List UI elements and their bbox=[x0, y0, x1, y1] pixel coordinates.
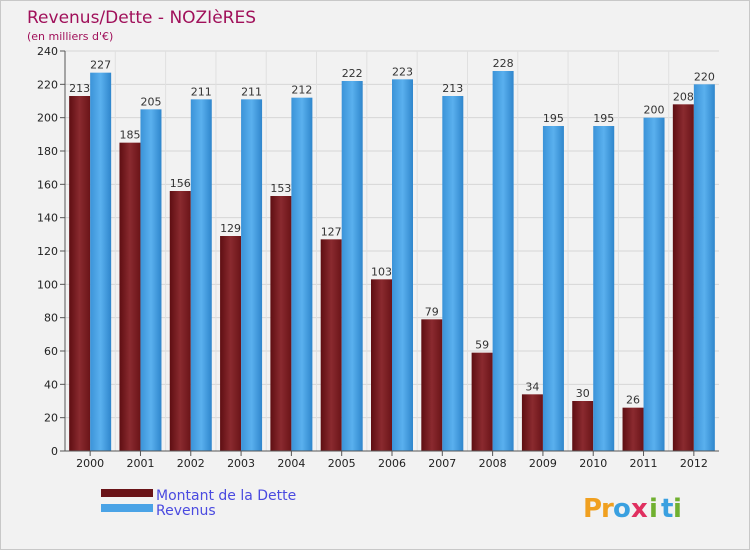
bar-debt bbox=[371, 279, 392, 451]
y-tick-label: 120 bbox=[37, 245, 58, 258]
bars bbox=[69, 71, 715, 452]
x-tick-label: 2004 bbox=[277, 457, 305, 470]
bar-revenus bbox=[140, 109, 162, 451]
y-tick-label: 180 bbox=[37, 145, 58, 158]
legend-swatch-revenus bbox=[101, 504, 153, 512]
axes: 0 20 40 60 80 100 120 140 160 180 200 220 240 2000 200… bbox=[37, 45, 719, 470]
data-label-debt: 156 bbox=[170, 177, 191, 190]
data-label-debt: 34 bbox=[525, 380, 539, 393]
legend: Montant de la Dette Revenus bbox=[101, 488, 296, 519]
y-tick-label: 0 bbox=[51, 445, 58, 458]
x-tick-label: 2009 bbox=[529, 457, 557, 470]
logo-letter: P bbox=[583, 494, 602, 524]
x-tick-label: 2005 bbox=[328, 457, 356, 470]
bar-debt bbox=[572, 401, 594, 451]
data-label-revenus: 212 bbox=[291, 84, 312, 97]
data-label-revenus: 228 bbox=[493, 57, 514, 70]
x-tick-label: 2011 bbox=[630, 457, 658, 470]
y-tick-label: 20 bbox=[44, 412, 58, 425]
y-tick-label: 200 bbox=[37, 112, 58, 125]
data-label-debt: 30 bbox=[576, 387, 590, 400]
y-tick-label: 140 bbox=[37, 212, 58, 225]
bar-revenus bbox=[341, 81, 363, 451]
bar-debt bbox=[69, 96, 91, 451]
data-label-revenus: 223 bbox=[392, 65, 413, 78]
x-tick-label: 2002 bbox=[177, 457, 205, 470]
data-label-debt: 153 bbox=[270, 182, 291, 195]
data-label-debt: 79 bbox=[425, 305, 439, 318]
x-tick-label: 2012 bbox=[680, 457, 708, 470]
bar-revenus bbox=[241, 99, 263, 451]
x-tick-label: 2006 bbox=[378, 457, 406, 470]
data-label-debt: 59 bbox=[475, 339, 489, 352]
data-label-debt: 185 bbox=[119, 129, 140, 142]
legend-label-revenus: Revenus bbox=[156, 503, 216, 519]
data-label-revenus: 222 bbox=[342, 67, 363, 80]
data-label-revenus: 195 bbox=[593, 112, 614, 125]
bar-revenus bbox=[190, 99, 212, 451]
chart-title: Revenus/Dette - NOZIèRES bbox=[27, 8, 256, 28]
bar-debt bbox=[672, 104, 694, 451]
legend-swatch-debt bbox=[101, 489, 153, 497]
data-label-revenus: 200 bbox=[644, 104, 665, 117]
bar-debt bbox=[421, 319, 443, 451]
y-tick-label: 60 bbox=[44, 345, 58, 358]
bar-debt bbox=[622, 407, 644, 451]
data-label-revenus: 213 bbox=[442, 82, 463, 95]
logo-letter: r bbox=[601, 494, 614, 524]
y-tick-label: 80 bbox=[44, 312, 58, 325]
bar-debt bbox=[119, 142, 141, 451]
bar-debt bbox=[220, 236, 242, 451]
bar-debt bbox=[320, 239, 342, 451]
logo-letter: i bbox=[673, 494, 682, 524]
x-tick-label: 2010 bbox=[579, 457, 607, 470]
bar-revenus bbox=[291, 97, 313, 452]
proxiti-logo: Pr o x i t i bbox=[583, 494, 682, 524]
bar-debt bbox=[521, 394, 543, 451]
data-label-revenus: 195 bbox=[543, 112, 564, 125]
y-tick-label: 160 bbox=[37, 178, 58, 191]
bar-revenus bbox=[643, 117, 665, 452]
data-label-revenus: 211 bbox=[191, 85, 212, 98]
data-label-revenus: 220 bbox=[694, 70, 715, 83]
x-tick-label: 2007 bbox=[428, 457, 456, 470]
data-label-debt: 127 bbox=[321, 225, 342, 238]
bar-revenus bbox=[90, 72, 112, 452]
bar-revenus bbox=[492, 71, 514, 451]
data-label-debt: 103 bbox=[371, 265, 392, 278]
data-label-revenus: 205 bbox=[140, 95, 161, 108]
data-label-debt: 26 bbox=[626, 394, 640, 407]
logo-letter: t bbox=[661, 494, 673, 524]
bar-revenus bbox=[442, 96, 464, 451]
logo-letter: x bbox=[631, 494, 648, 524]
x-tick-label: 2008 bbox=[479, 457, 507, 470]
bar-revenus bbox=[392, 79, 413, 451]
x-tick-label: 2001 bbox=[126, 457, 154, 470]
bar-debt bbox=[270, 196, 292, 451]
bar-revenus bbox=[593, 126, 615, 451]
logo-letter: i bbox=[649, 494, 658, 524]
y-tick-label: 100 bbox=[37, 278, 58, 291]
data-label-revenus: 211 bbox=[241, 85, 262, 98]
y-tick-label: 240 bbox=[37, 45, 58, 58]
bar-revenus bbox=[693, 84, 715, 451]
x-tick-label: 2003 bbox=[227, 457, 255, 470]
bar-debt bbox=[471, 352, 493, 451]
y-tick-label: 40 bbox=[44, 378, 58, 391]
data-label-debt: 208 bbox=[673, 90, 694, 103]
data-label-debt: 213 bbox=[69, 82, 90, 95]
data-labels: 2132271852051562111292111532121272221032… bbox=[69, 57, 715, 407]
bar-revenus bbox=[542, 126, 564, 451]
data-label-revenus: 227 bbox=[90, 59, 111, 72]
y-tick-label: 220 bbox=[37, 78, 58, 91]
legend-label-debt: Montant de la Dette bbox=[156, 488, 296, 504]
data-label-debt: 129 bbox=[220, 222, 241, 235]
chart-subtitle: (en milliers d'€) bbox=[27, 30, 113, 43]
x-tick-label: 2000 bbox=[76, 457, 104, 470]
bar-debt bbox=[169, 191, 191, 451]
logo-letter: o bbox=[613, 494, 631, 524]
